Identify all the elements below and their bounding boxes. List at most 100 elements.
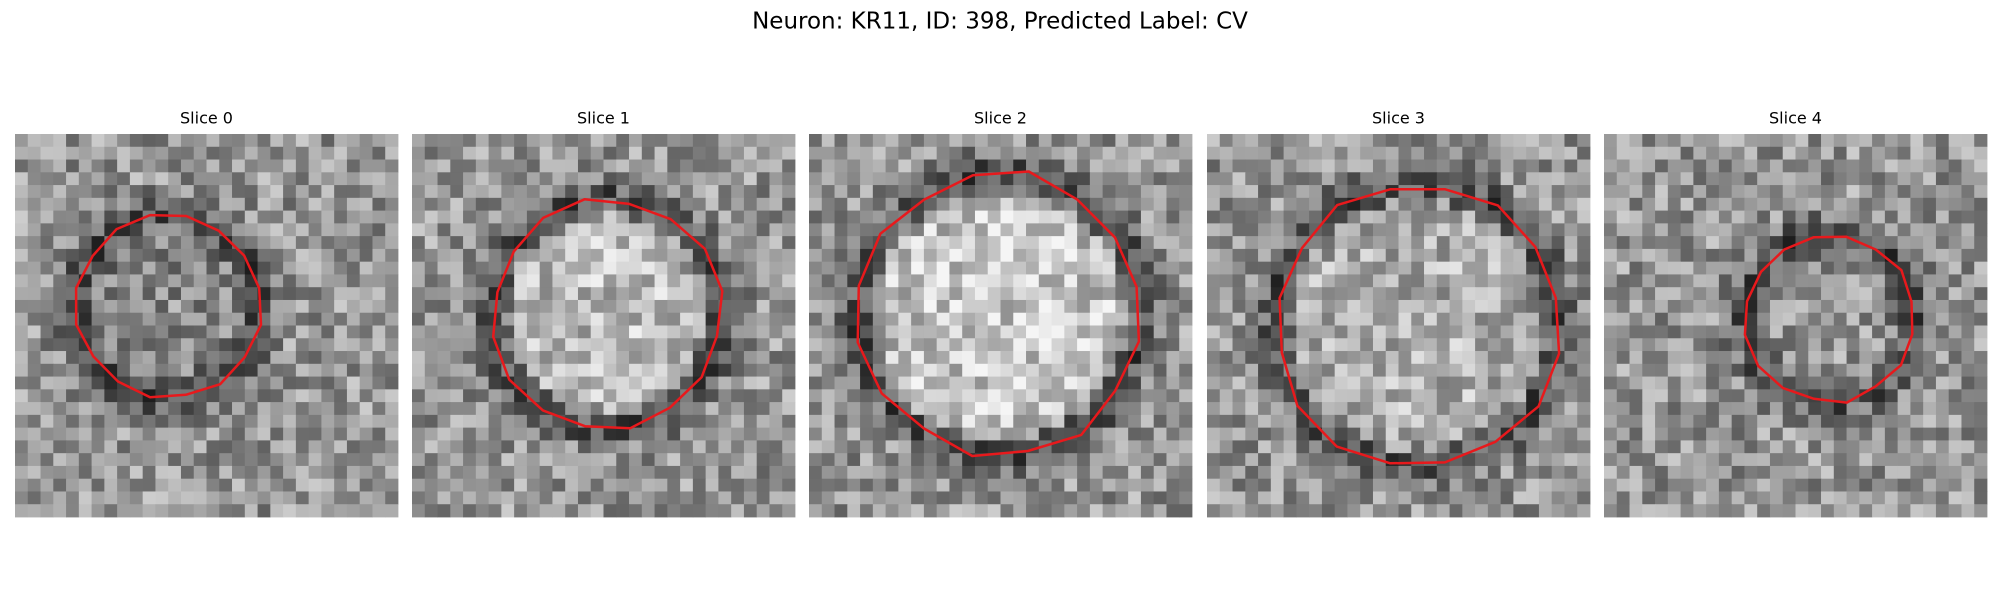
- pixel: [1923, 491, 1937, 505]
- pixel: [1219, 299, 1233, 314]
- pixel: [743, 210, 758, 224]
- pixel: [1833, 274, 1847, 288]
- pixel: [463, 389, 477, 403]
- pixel: [1026, 427, 1040, 441]
- pixel: [27, 223, 41, 237]
- pixel: [949, 299, 963, 314]
- pixel: [654, 325, 668, 339]
- pixel: [1153, 440, 1167, 454]
- pixel: [1821, 376, 1835, 390]
- pixel: [412, 402, 426, 416]
- pixel: [232, 478, 246, 492]
- pixel: [552, 236, 566, 250]
- pixel: [514, 210, 528, 224]
- pixel: [1731, 351, 1745, 365]
- pixel: [1232, 453, 1246, 467]
- pixel: [1232, 440, 1246, 454]
- pixel: [283, 453, 297, 467]
- pixel: [1577, 465, 1591, 480]
- pixel: [667, 312, 681, 326]
- pixel: [1564, 146, 1578, 160]
- pixel: [1296, 185, 1310, 199]
- pixel: [1385, 134, 1399, 148]
- pixel: [232, 134, 246, 148]
- pixel: [654, 261, 668, 275]
- pixel: [769, 299, 783, 314]
- pixel: [270, 287, 284, 301]
- pixel: [1526, 261, 1540, 275]
- pixel: [1693, 465, 1707, 480]
- pixel: [78, 389, 92, 403]
- pixel: [1296, 376, 1310, 390]
- pixel: [1526, 248, 1540, 263]
- pixel: [1013, 287, 1027, 301]
- pixel: [1961, 491, 1975, 505]
- pixel: [372, 414, 386, 429]
- pixel: [923, 478, 938, 492]
- pixel: [616, 351, 630, 365]
- pixel: [308, 504, 322, 518]
- pixel: [155, 223, 169, 237]
- pixel: [1064, 440, 1078, 454]
- pixel: [283, 325, 297, 339]
- pixel: [1309, 363, 1323, 377]
- pixel: [180, 172, 195, 186]
- pixel: [1642, 478, 1656, 492]
- pixel: [193, 504, 207, 518]
- pixel: [308, 159, 322, 173]
- pixel: [1923, 504, 1937, 518]
- pixel: [1897, 299, 1911, 314]
- pixel: [1577, 223, 1591, 237]
- pixel: [1179, 491, 1193, 505]
- pixel: [526, 159, 541, 173]
- pixel: [1629, 504, 1643, 518]
- pixel: [1219, 338, 1233, 352]
- pixel: [987, 389, 1001, 403]
- pixel: [1846, 414, 1860, 429]
- pixel: [1872, 363, 1886, 377]
- pixel: [769, 223, 783, 237]
- pixel: [1038, 351, 1052, 365]
- pixel: [577, 325, 592, 339]
- pixel: [104, 414, 118, 429]
- pixel: [450, 287, 464, 301]
- pixel: [1859, 261, 1873, 275]
- pixel: [155, 197, 169, 211]
- pixel: [1051, 427, 1065, 441]
- pixel: [821, 414, 835, 429]
- pixel: [27, 210, 41, 224]
- pixel: [334, 248, 348, 263]
- pixel: [526, 491, 541, 505]
- pixel: [1179, 312, 1193, 326]
- pixel: [539, 197, 553, 211]
- pixel: [1360, 197, 1374, 211]
- pixel: [1179, 338, 1193, 352]
- pixel: [53, 453, 67, 467]
- pixel: [1385, 299, 1399, 314]
- pixel: [1526, 146, 1540, 160]
- pixel: [1757, 287, 1771, 301]
- pixel: [1538, 414, 1553, 429]
- pixel: [180, 465, 195, 480]
- pixel: [257, 351, 271, 365]
- pixel: [526, 210, 541, 224]
- pixel: [526, 402, 541, 416]
- pixel: [1462, 223, 1476, 237]
- pixel: [1232, 478, 1246, 492]
- pixel: [809, 261, 823, 275]
- pixel: [552, 299, 566, 314]
- pixel: [193, 172, 207, 186]
- pixel: [1000, 453, 1014, 467]
- pixel: [1026, 134, 1040, 148]
- pixel: [1821, 440, 1835, 454]
- pixel: [1961, 236, 1975, 250]
- pixel: [1347, 159, 1361, 173]
- pixel: [1487, 248, 1502, 263]
- pixel: [1166, 261, 1180, 275]
- pixel: [1833, 363, 1847, 377]
- pixel: [756, 172, 770, 186]
- pixel: [1475, 504, 1489, 518]
- pixel: [629, 504, 643, 518]
- pixel: [295, 172, 310, 186]
- pixel: [590, 351, 604, 365]
